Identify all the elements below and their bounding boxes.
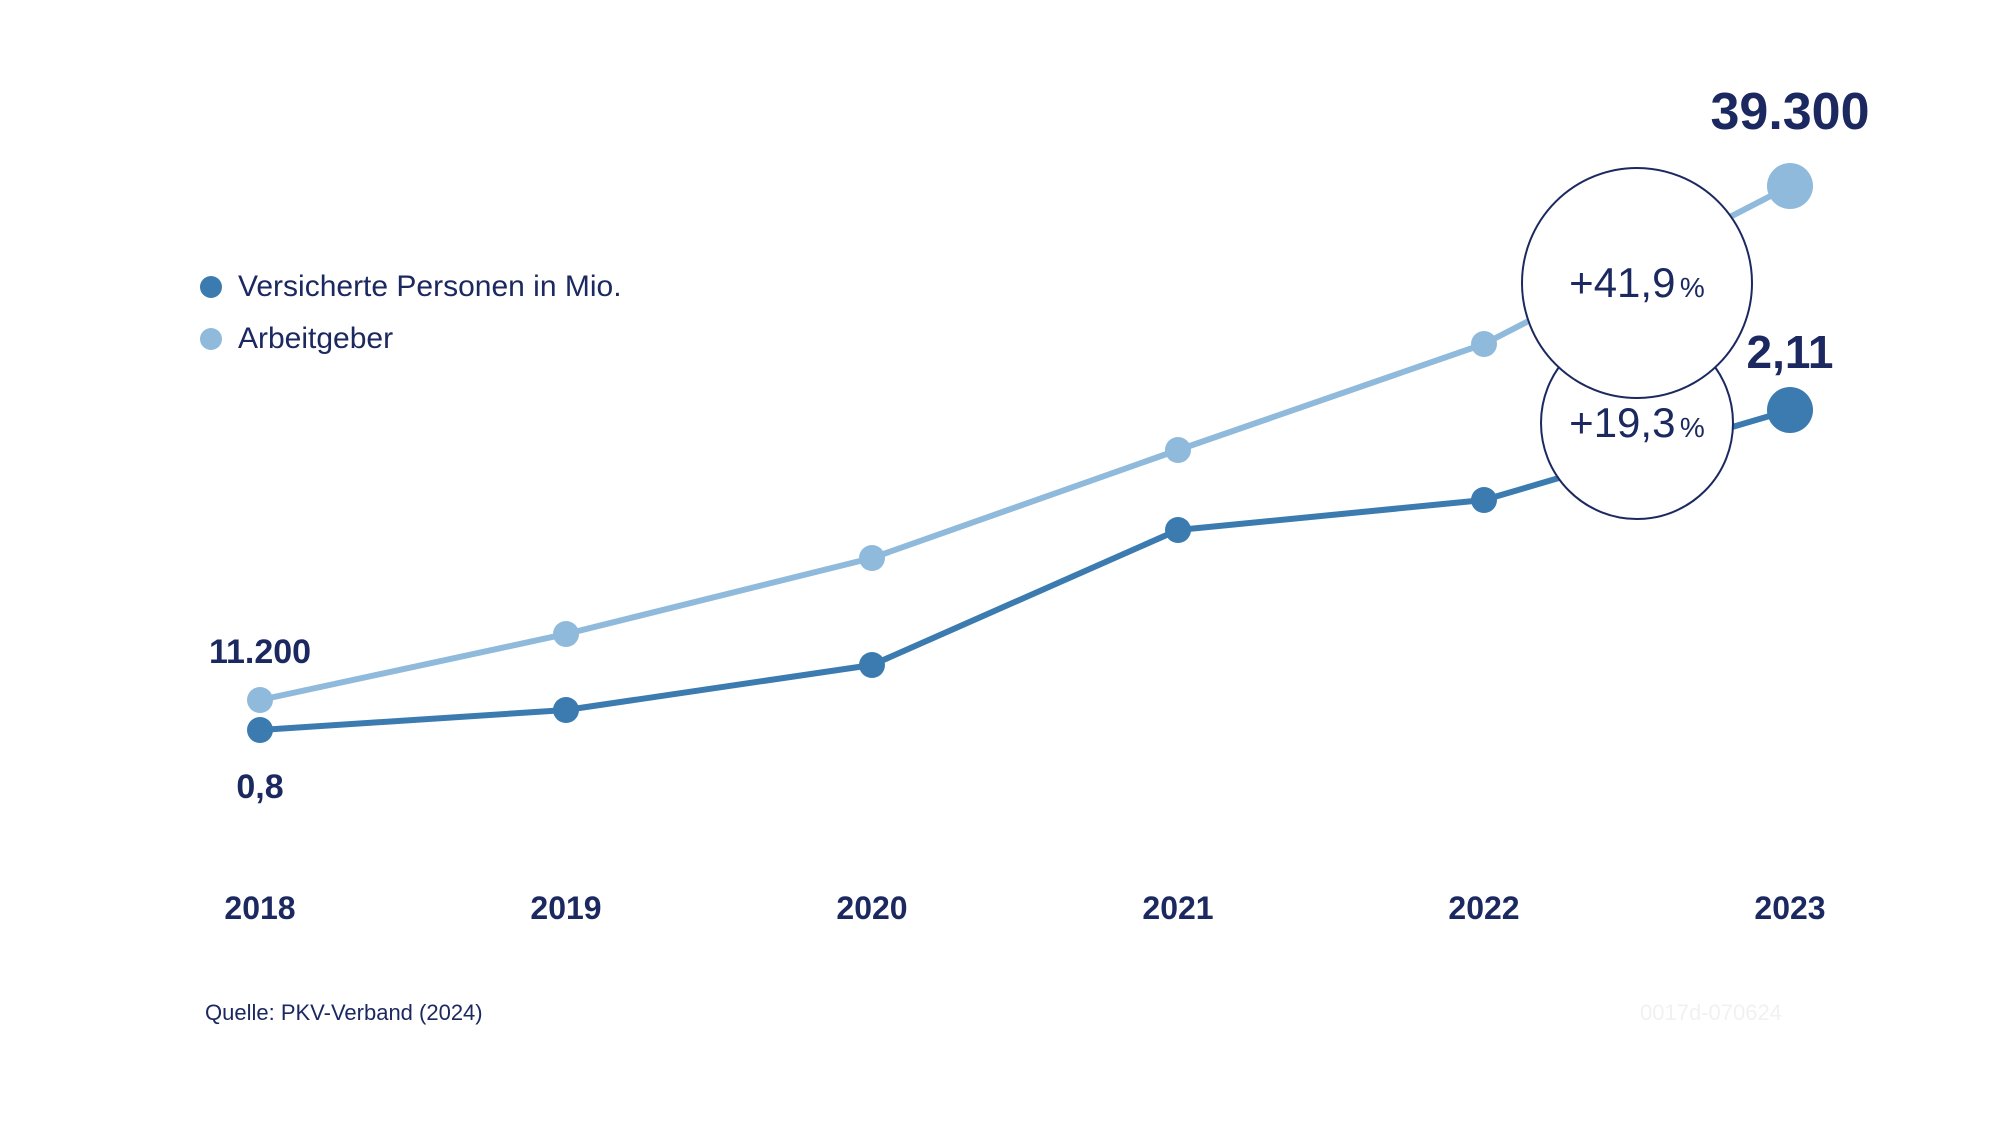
legend-swatch-versicherte [200, 276, 222, 298]
legend-item-arbeitgeber: Arbeitgeber [200, 322, 622, 356]
line-chart: Versicherte Personen in Mio. Arbeitgeber… [0, 0, 2000, 1125]
source-text: Quelle: PKV-Verband (2024) [205, 1000, 483, 1026]
legend-label-arbeitgeber: Arbeitgeber [238, 322, 393, 356]
legend-item-versicherte: Versicherte Personen in Mio. [200, 270, 622, 304]
x-axis-label: 2018 [224, 890, 295, 927]
data-label-start: 11.200 [209, 633, 311, 672]
document-id: 0017d-070624 [1640, 1000, 1782, 1026]
x-axis-label: 2022 [1448, 890, 1519, 927]
end-marker [1767, 163, 1813, 209]
x-axis-label: 2021 [1142, 890, 1213, 927]
data-label-start: 0,8 [236, 768, 283, 807]
legend: Versicherte Personen in Mio. Arbeitgeber [200, 270, 622, 374]
legend-swatch-arbeitgeber [200, 328, 222, 350]
callout-text: +19,3 % [1569, 399, 1705, 447]
data-label-end: 39.300 [1710, 82, 1869, 142]
x-axis-label: 2020 [836, 890, 907, 927]
x-axis-label: 2023 [1754, 890, 1825, 927]
callout-circle: +41,9 % [1521, 167, 1753, 399]
end-marker [1767, 387, 1813, 433]
callout-text: +41,9 % [1569, 259, 1705, 307]
chart-svg [0, 0, 2000, 1125]
x-axis-label: 2019 [530, 890, 601, 927]
data-label-end: 2,11 [1747, 325, 1834, 379]
legend-label-versicherte: Versicherte Personen in Mio. [238, 270, 622, 304]
